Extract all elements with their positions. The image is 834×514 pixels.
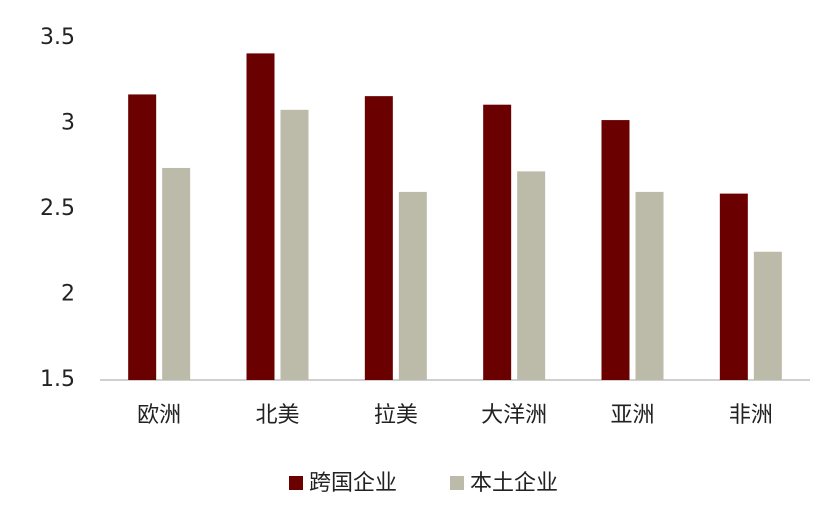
legend-swatch: [289, 476, 303, 490]
y-tick-label: 2: [61, 282, 75, 307]
bar: [364, 96, 393, 380]
bar: [719, 193, 748, 380]
bar: [635, 191, 664, 380]
x-tick-label: 亚洲: [610, 403, 654, 428]
bar: [601, 120, 630, 380]
legend-swatch: [450, 476, 464, 490]
legend-label: 跨国企业: [309, 471, 397, 496]
x-tick-label: 拉美: [374, 403, 418, 428]
x-tick-label: 欧洲: [137, 403, 181, 428]
x-tick-label: 大洋洲: [481, 403, 547, 428]
y-tick-label: 3: [61, 111, 75, 136]
y-tick-label: 3.5: [40, 25, 75, 50]
bar: [398, 191, 427, 380]
legend-label: 本土企业: [470, 471, 558, 496]
bar: [280, 109, 309, 380]
y-tick-label: 1.5: [40, 367, 75, 392]
x-tick-label: 北美: [255, 403, 299, 428]
y-tick-label: 2.5: [40, 196, 75, 221]
x-tick-label: 非洲: [729, 403, 773, 428]
bar: [753, 251, 782, 380]
bar: [162, 167, 191, 380]
bar: [128, 94, 157, 381]
bar: [483, 104, 512, 380]
bar: [517, 171, 546, 380]
bar: [246, 53, 275, 380]
